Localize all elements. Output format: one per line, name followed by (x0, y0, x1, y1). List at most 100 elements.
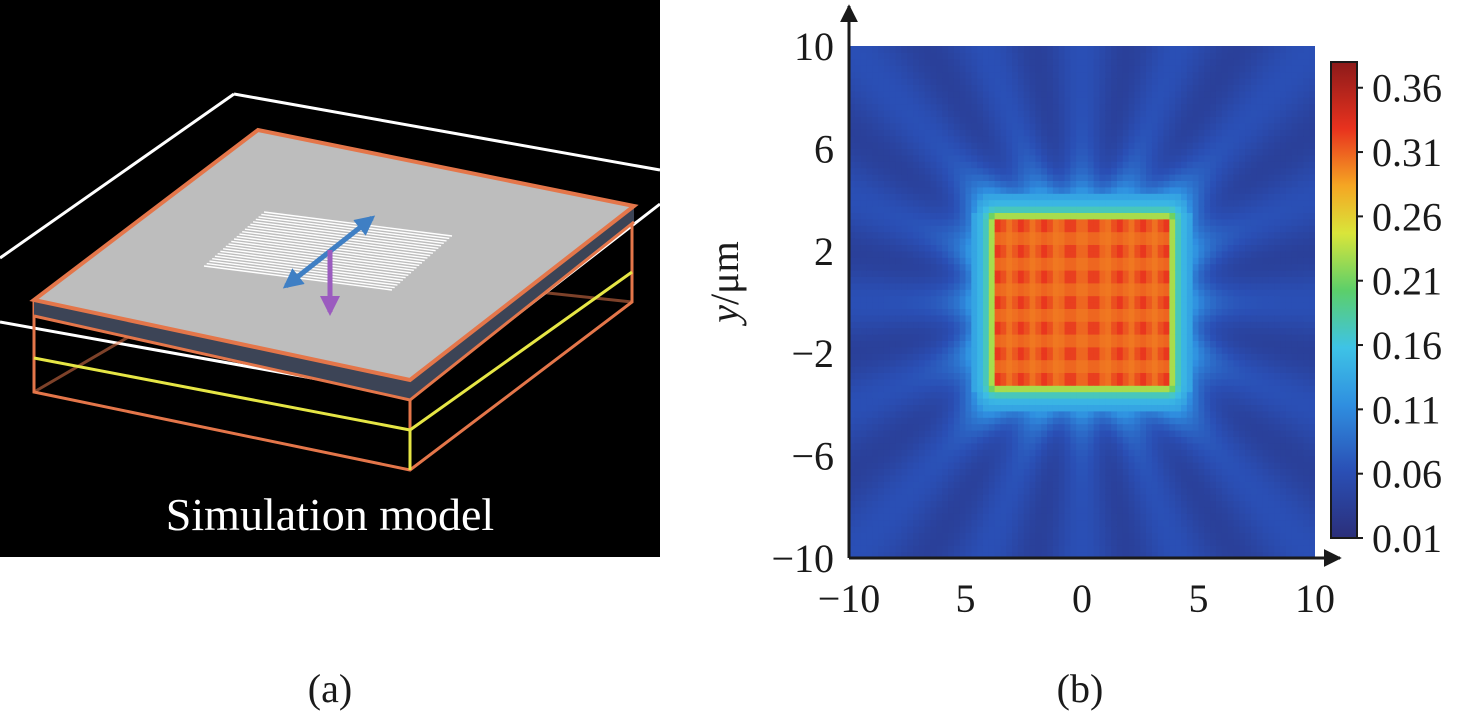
heatmap-cell (959, 346, 967, 354)
heatmap-cell (1029, 122, 1036, 130)
heatmap-cell (924, 282, 932, 290)
heatmap-cell (1064, 193, 1071, 201)
heatmap-cell (977, 180, 984, 188)
heatmap-cell (1012, 122, 1019, 130)
heatmap-cell (878, 135, 885, 143)
heatmap-cell (988, 206, 996, 213)
heatmap-cell (895, 212, 903, 220)
heatmap-cell (1000, 417, 1007, 425)
heatmap-cell (1169, 78, 1176, 85)
heatmap-cell (1000, 468, 1007, 476)
heatmap-cell (1070, 423, 1077, 431)
heatmap-cell (1198, 327, 1205, 335)
heatmap-cell (1169, 474, 1176, 482)
heatmap-cell (1035, 462, 1042, 469)
heatmap-cell (1204, 231, 1211, 239)
heatmap-cell (930, 462, 937, 469)
heatmap-cell (948, 103, 955, 111)
heatmap-cell (866, 385, 873, 393)
heatmap-cell (1198, 167, 1205, 175)
heatmap-cell (895, 372, 903, 380)
heatmap-cell (924, 314, 932, 322)
heatmap-cell (971, 110, 978, 117)
heatmap-cell (1006, 199, 1013, 207)
heatmap-cell (1198, 46, 1205, 53)
heatmap-cell (883, 231, 891, 239)
heatmap-cell (1029, 526, 1036, 533)
heatmap-cell (1070, 270, 1077, 277)
heatmap-cell (1140, 526, 1147, 533)
heatmap-cell (1192, 65, 1200, 73)
heatmap-cell (895, 430, 903, 437)
heatmap-cell (948, 468, 955, 476)
heatmap-cell (1181, 244, 1188, 252)
heatmap-cell (1181, 462, 1188, 469)
heatmap-cell (1035, 58, 1042, 66)
heatmap-cell (948, 417, 955, 425)
heatmap-cell (942, 167, 949, 175)
heatmap-cell (872, 122, 879, 130)
heatmap-cell (924, 538, 932, 546)
heatmap-cell (1047, 90, 1054, 98)
heatmap-cell (1140, 116, 1147, 124)
heatmap-cell (1181, 97, 1188, 105)
heatmap-cell (1035, 174, 1042, 181)
heatmap-cell (1198, 430, 1205, 437)
heatmap-cell (948, 238, 955, 245)
heatmap-cell (1111, 167, 1118, 175)
heatmap-cell (849, 78, 856, 85)
heatmap-cell (907, 494, 914, 501)
heatmap-cell (1047, 378, 1054, 386)
heatmap-cell (1192, 442, 1200, 450)
heatmap-cell (930, 449, 937, 457)
heatmap-cell (1186, 423, 1194, 431)
heatmap-cell (959, 65, 967, 73)
heatmap-cell (1012, 78, 1019, 85)
heatmap-cell (1163, 468, 1170, 476)
heatmap-cell (895, 468, 903, 476)
heatmap-cell (1012, 129, 1019, 137)
heatmap-cell (872, 225, 879, 233)
heatmap-cell (977, 289, 984, 297)
heatmap-cell (866, 180, 873, 188)
heatmap-cell (1146, 282, 1153, 290)
heatmap-cell (994, 308, 1002, 316)
heatmap-cell (907, 302, 914, 309)
heatmap-cell (1082, 372, 1089, 380)
heatmap-cell (889, 276, 897, 284)
heatmap-cell (1146, 78, 1153, 85)
heatmap-cell (1163, 174, 1170, 181)
heatmap-cell (1192, 462, 1200, 469)
heatmap-cell (907, 90, 914, 98)
heatmap-cell (1076, 58, 1083, 66)
heatmap-cell (1192, 519, 1200, 527)
heatmap-cell (889, 321, 897, 329)
heatmap-cell (942, 302, 949, 309)
heatmap-cell (1116, 206, 1124, 213)
heatmap-cell (959, 244, 967, 252)
heatmap-cell (1000, 436, 1007, 444)
heatmap-cell (854, 193, 862, 201)
heatmap-cell (913, 494, 920, 501)
heatmap-cell (965, 538, 972, 546)
heatmap-cell (930, 154, 937, 162)
heatmap-cell (1204, 263, 1211, 271)
heatmap-cell (918, 282, 926, 290)
heatmap-cell (883, 372, 891, 380)
heatmap-cell (872, 231, 879, 239)
heatmap-cell (889, 506, 897, 514)
heatmap-cell (1047, 519, 1054, 527)
heatmap-cell (1128, 206, 1136, 213)
heatmap-cell (1087, 218, 1095, 226)
heatmap-cell (942, 353, 949, 361)
heatmap-cell (948, 289, 955, 297)
heatmap-cell (901, 263, 908, 271)
heatmap-cell (971, 519, 978, 527)
heatmap-cell (942, 244, 949, 252)
heatmap-cell (1163, 442, 1170, 450)
heatmap-cell (1128, 257, 1136, 265)
heatmap-cell (866, 327, 873, 335)
heatmap-cell (866, 474, 873, 482)
heatmap-cell (1163, 500, 1170, 508)
